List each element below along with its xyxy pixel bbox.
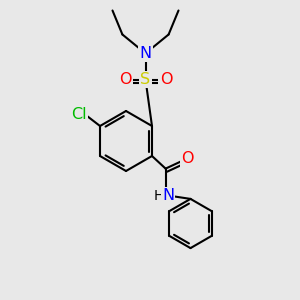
Text: Cl: Cl — [71, 107, 86, 122]
Text: O: O — [181, 151, 194, 166]
Text: O: O — [119, 72, 131, 87]
Text: N: N — [162, 188, 174, 203]
Text: N: N — [140, 46, 152, 61]
Text: O: O — [160, 72, 172, 87]
Text: H: H — [154, 189, 164, 202]
Text: S: S — [140, 72, 151, 87]
